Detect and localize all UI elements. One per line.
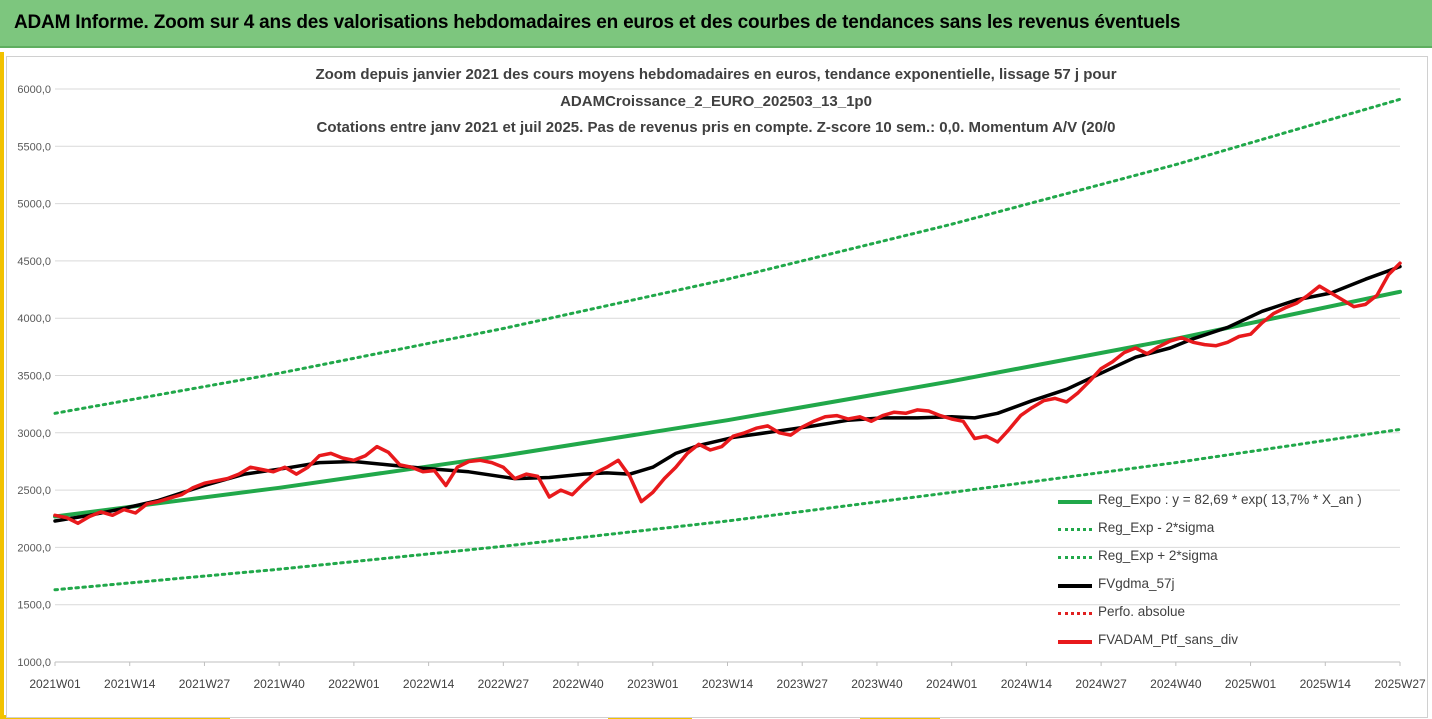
chart-legend: Reg_Expo : y = 82,69 * exp( 13,7% * X_an… — [1056, 488, 1426, 656]
legend-item: FVADAM_Ptf_sans_div — [1056, 628, 1426, 656]
legend-swatch — [1058, 500, 1092, 504]
x-tick-label: 2023W01 — [627, 677, 679, 691]
x-tick-label: 2025W27 — [1374, 677, 1426, 691]
legend-item: Reg_Exp - 2*sigma — [1056, 516, 1426, 544]
legend-swatch — [1058, 612, 1092, 615]
x-tick-label: 2022W01 — [328, 677, 380, 691]
legend-swatch — [1058, 528, 1092, 531]
x-tick-label: 2023W14 — [702, 677, 754, 691]
y-tick-label: 1000,0 — [17, 657, 51, 669]
x-tick-label: 2021W01 — [29, 677, 81, 691]
y-tick-label: 3500,0 — [17, 371, 51, 383]
x-tick-label: 2023W27 — [777, 677, 829, 691]
series-line-fvgdma-57j — [53, 264, 1402, 523]
page-title: ADAM Informe. Zoom sur 4 ans des valoris… — [14, 12, 1181, 33]
series-line-reg-exp-2-sigma — [53, 427, 1402, 592]
x-tick-label: 2024W14 — [1001, 677, 1053, 691]
x-tick-label: 2021W40 — [253, 677, 305, 691]
series-line-reg-exp-2-sigma — [53, 97, 1402, 415]
legend-label: FVADAM_Ptf_sans_div — [1098, 632, 1239, 647]
y-tick-label: 2000,0 — [17, 542, 51, 554]
x-tick-label: 2025W01 — [1225, 677, 1277, 691]
series-line-fvadam-ptf-sans-div — [53, 261, 1402, 526]
legend-swatch — [1058, 556, 1092, 559]
y-tick-label: 2500,0 — [17, 485, 51, 497]
legend-item: FVgdma_57j — [1056, 572, 1426, 600]
y-tick-label: 5000,0 — [17, 199, 51, 211]
y-tick-label: 3000,0 — [17, 428, 51, 440]
y-tick-label: 6000,0 — [17, 84, 51, 96]
legend-swatch — [1058, 584, 1092, 588]
x-tick-label: 2022W27 — [478, 677, 530, 691]
legend-label: Perfo. absolue — [1098, 604, 1186, 619]
chart-title-line-3: Cotations entre janv 2021 et juil 2025. … — [316, 119, 1116, 136]
chart-title-line-1: Zoom depuis janvier 2021 des cours moyen… — [315, 66, 1117, 83]
chart-area — [6, 56, 1428, 718]
x-tick-label: 2021W27 — [179, 677, 231, 691]
series-line-reg-expo-y-82-69-exp-13-7-x-an — [53, 289, 1402, 519]
x-tick-label: 2022W14 — [403, 677, 455, 691]
x-tick-label: 2022W40 — [552, 677, 604, 691]
legend-label: Reg_Exp + 2*sigma — [1098, 548, 1218, 563]
y-tick-label: 5500,0 — [17, 141, 51, 153]
chart-title-line-2: ADAMCroissance_2_EURO_202503_13_1p0 — [560, 93, 872, 110]
y-tick-label: 1500,0 — [17, 600, 51, 612]
x-tick-label: 2024W01 — [926, 677, 978, 691]
legend-item: Perfo. absolue — [1056, 600, 1426, 628]
legend-item: Reg_Expo : y = 82,69 * exp( 13,7% * X_an… — [1056, 488, 1426, 516]
legend-item: Reg_Exp + 2*sigma — [1056, 544, 1426, 572]
x-tick-label: 2025W14 — [1300, 677, 1352, 691]
x-tick-label: 2024W27 — [1075, 677, 1127, 691]
left-accent-bar — [0, 52, 4, 719]
x-tick-label: 2024W40 — [1150, 677, 1202, 691]
x-tick-label: 2023W40 — [851, 677, 903, 691]
legend-label: Reg_Expo : y = 82,69 * exp( 13,7% * X_an… — [1098, 492, 1362, 507]
legend-label: FVgdma_57j — [1098, 576, 1175, 591]
legend-swatch — [1058, 640, 1092, 644]
y-tick-label: 4000,0 — [17, 313, 51, 325]
header-bar: ADAM Informe. Zoom sur 4 ans des valoris… — [0, 0, 1432, 48]
y-tick-label: 4500,0 — [17, 256, 51, 268]
x-tick-label: 2021W14 — [104, 677, 156, 691]
legend-label: Reg_Exp - 2*sigma — [1098, 520, 1215, 535]
